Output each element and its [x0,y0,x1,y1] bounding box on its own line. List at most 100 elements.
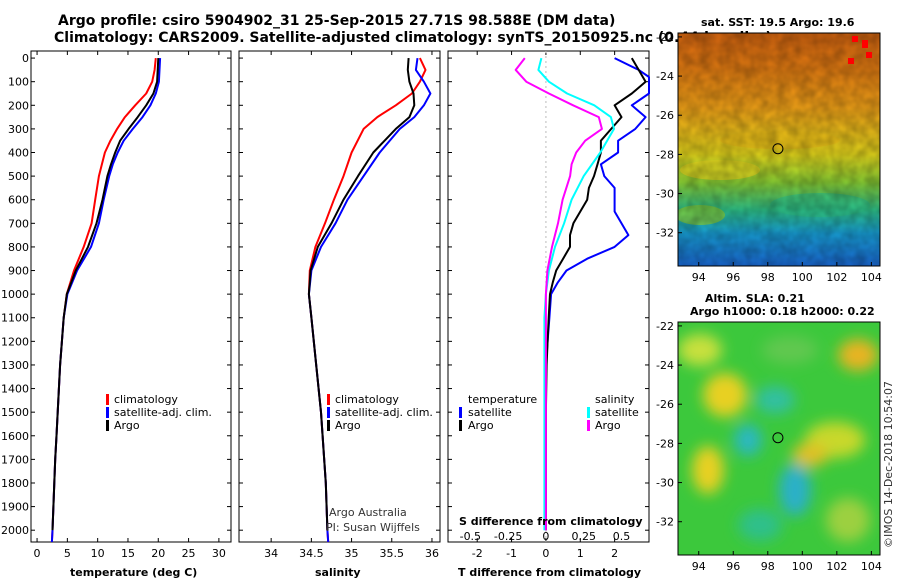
map-lon-tick-label: 96 [726,271,740,284]
map-lon-tick-label: 104 [861,271,882,284]
legend-swatch-argo [327,420,330,431]
x-tick-label: 34 [264,547,278,560]
depth-tick-label: 100 [8,76,29,89]
depth-tick-label: 1400 [1,383,29,396]
x-tick-label: -2 [472,547,483,560]
depth-tick-label: 800 [8,241,29,254]
map-lat-tick-label: -30 [656,188,674,201]
legend-label-sal-argo: Argo [595,419,621,432]
argo-location-marker [772,432,784,444]
legend-label-satellite: satellite-adj. clim. [114,406,212,419]
imos-credit: ©IMOS 14-Dec-2018 10:54:07 [882,381,895,548]
argo-location-marker [772,143,784,155]
series-line-temperature-argo [544,57,647,531]
depth-tick-label: 300 [8,123,29,136]
map-lat-tick-label: -28 [656,437,674,450]
argo-australia-label: Argo Australia [329,506,407,519]
legend-label-sal-satellite: satellite [595,406,639,419]
legend-label-climatology: climatology [335,393,399,406]
legend-swatch-satellite [327,407,330,418]
legend-swatch-argo [106,420,109,431]
map-lat-tick-label: -22 [656,31,674,44]
difference-legend: temperature satellite Argo salinity sate… [459,393,639,432]
legend-heading-temperature: temperature [468,393,537,406]
map-lon-tick-label: 104 [861,560,882,573]
sla-map [677,321,881,556]
sla-map-subtitle: Argo h1000: 0.18 h2000: 0.22 [690,305,875,318]
map-lat-tick-label: -32 [656,227,674,240]
temperature-legend: climatology satellite-adj. clim. Argo [106,393,212,432]
x-tick-label: 35 [345,547,359,560]
pi-label: PI: Susan Wijffels [326,521,420,534]
depth-tick-label: 0 [22,52,29,65]
map-lat-tick-label: -22 [656,320,674,333]
legend-label-satellite: satellite-adj. clim. [335,406,433,419]
legend-label-climatology: climatology [114,393,178,406]
depth-tick-label: 1200 [1,335,29,348]
figure-title-line2: Climatology: CARS2009. Satellite-adjuste… [54,30,772,46]
map-lon-tick-label: 94 [692,560,706,573]
depth-tick-label: 1600 [1,430,29,443]
temperature-panel-frame [30,50,232,543]
legend-swatch-climatology [327,394,330,405]
depth-tick-label: 600 [8,194,29,207]
map-lon-tick-label: 96 [726,560,740,573]
map-lat-tick-label: -28 [656,148,674,161]
depth-tick-label: 1800 [1,477,29,490]
depth-tick-label: 1500 [1,406,29,419]
map-lat-tick-label: -26 [656,109,674,122]
x-tick-label: -1 [506,547,517,560]
x-tick-label: 1 [577,547,584,560]
legend-swatch-temp-satellite [459,407,462,418]
temperature-axis-label: temperature (deg C) [70,566,197,579]
x-tick-label: 15 [121,547,135,560]
depth-tick-label: 500 [8,170,29,183]
secondary-x-tick-label: 0 [542,530,549,543]
map-lon-tick-label: 102 [826,560,847,573]
legend-heading-salinity: salinity [595,393,635,406]
x-tick-label: 30 [212,547,226,560]
map-lat-tick-label: -24 [656,70,674,83]
t-difference-axis-label: T difference from climatology [458,566,641,579]
depth-tick-label: 2000 [1,524,29,537]
series-line-argo [307,58,416,531]
map-lat-tick-label: -26 [656,398,674,411]
difference-panel-frame [447,50,650,543]
sla-map-title: Altim. SLA: 0.21 [705,292,805,305]
depth-tick-label: 900 [8,265,29,278]
series-line-argo [51,58,160,531]
series-line-salinity-satellite [537,57,615,531]
map-lon-tick-label: 94 [692,271,706,284]
depth-tick-label: 1900 [1,501,29,514]
salinity-panel-frame [238,50,441,543]
legend-label-argo: Argo [114,419,140,432]
legend-swatch-sal-satellite [587,407,590,418]
x-tick-label: 34.5 [299,547,324,560]
depth-tick-label: 1000 [1,288,29,301]
legend-swatch-sal-argo [587,420,590,431]
salinity-legend: climatology satellite-adj. clim. Argo [327,393,433,432]
map-lon-tick-label: 98 [761,560,775,573]
legend-label-temp-satellite: satellite [468,406,512,419]
x-tick-label: 35.5 [380,547,405,560]
legend-swatch-climatology [106,394,109,405]
legend-swatch-temp-argo [459,420,462,431]
map-lon-tick-label: 98 [761,271,775,284]
s-difference-axis-label: S difference from climatology [459,515,643,528]
depth-tick-label: 400 [8,147,29,160]
map-lon-tick-label: 100 [792,271,813,284]
x-tick-label: 10 [91,547,105,560]
series-line-salinity-argo [514,57,603,531]
x-tick-label: 36 [425,547,439,560]
map-lat-tick-label: -24 [656,359,674,372]
map-lat-tick-label: -32 [656,516,674,529]
figure-title-line1: Argo profile: csiro 5904902_31 25-Sep-20… [58,13,615,29]
x-tick-label: 5 [64,547,71,560]
secondary-x-tick-label: -0.25 [494,530,522,543]
legend-label-temp-argo: Argo [468,419,494,432]
x-tick-label: 0 [542,547,549,560]
depth-tick-label: 1100 [1,312,29,325]
sst-map [677,32,881,267]
map-lat-tick-label: -30 [656,477,674,490]
